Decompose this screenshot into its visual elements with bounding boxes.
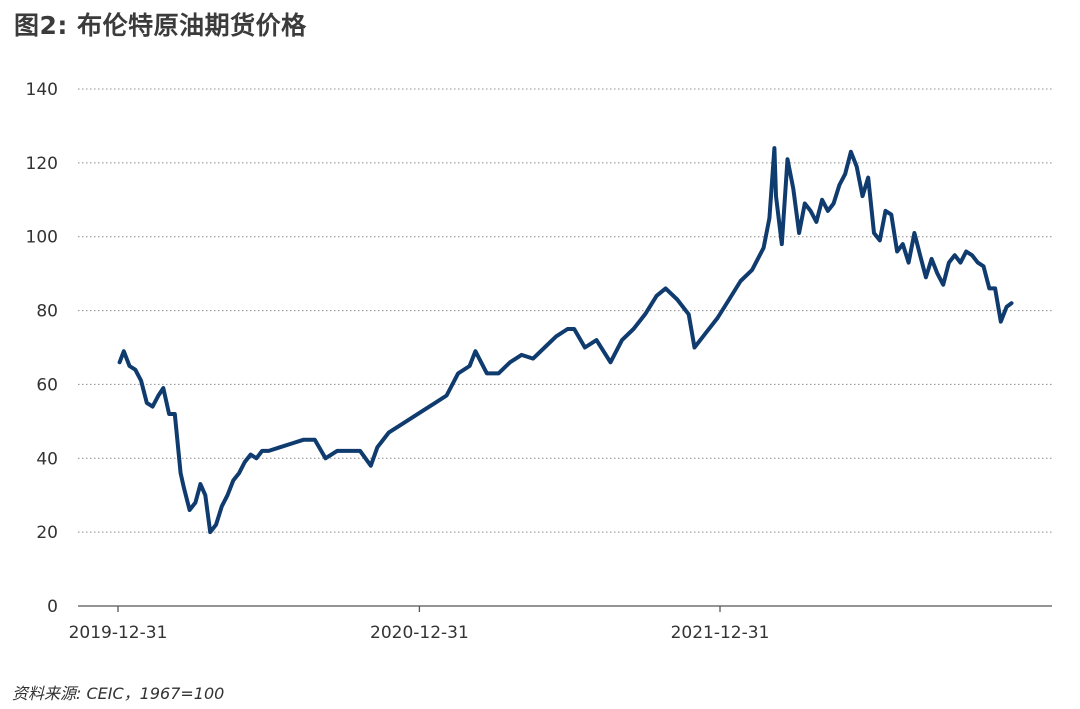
y-tick-label: 20 (36, 523, 58, 543)
chart-title: 图2: 布伦特原油期货价格 (14, 11, 307, 40)
y-tick-label: 140 (26, 80, 58, 100)
x-tick-label: 2019-12-31 (69, 623, 168, 643)
x-tick-label: 2020-12-31 (370, 623, 469, 643)
y-tick-label: 60 (36, 375, 58, 395)
source-note: 资料来源: CEIC，1967=100 (12, 684, 225, 703)
x-axis-ticks: 2019-12-31 2020-12-31 2021-12-31 (69, 606, 770, 643)
y-tick-label: 80 (36, 302, 58, 322)
x-tick-label: 2021-12-31 (671, 623, 770, 643)
y-tick-label: 100 (26, 228, 58, 248)
gridlines (78, 88, 1052, 533)
y-tick-label: 0 (47, 597, 58, 617)
series-line (117, 146, 1014, 535)
y-axis-tick-labels: 0 20 40 60 80 100 120 140 (26, 80, 58, 617)
y-tick-label: 120 (26, 154, 58, 174)
y-tick-label: 40 (36, 449, 58, 469)
